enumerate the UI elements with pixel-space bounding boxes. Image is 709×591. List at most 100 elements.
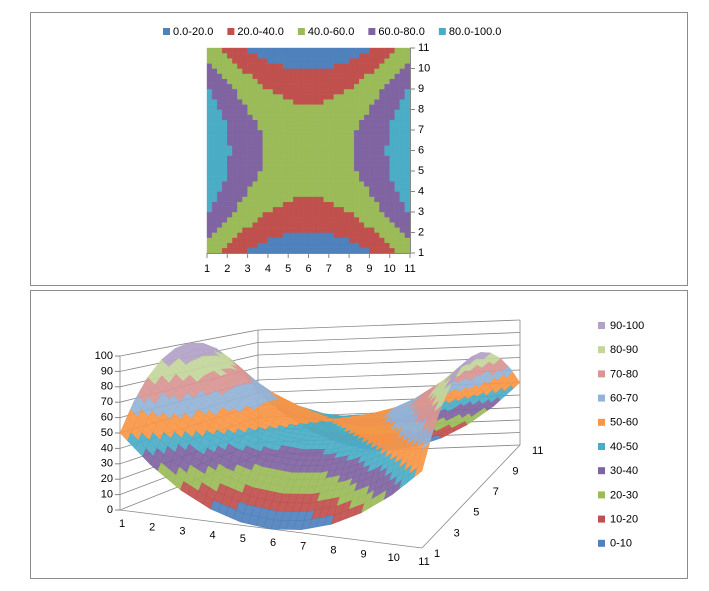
contour-cell (247, 47, 253, 54)
contour-cell (338, 73, 345, 80)
contour-cell (384, 114, 390, 121)
contour-cell (364, 109, 370, 115)
contour-cell (247, 52, 253, 59)
contour-cell (379, 124, 385, 131)
contour-cell (242, 165, 248, 172)
contour-cell (288, 227, 294, 233)
contour-cell (359, 119, 365, 126)
contour-cell (232, 119, 238, 126)
contour-cell (399, 237, 406, 244)
contour-cell (221, 134, 228, 141)
contour-cell (221, 145, 228, 151)
contour-cell (404, 119, 411, 126)
contour-cell (313, 58, 319, 64)
contour-cell (308, 196, 314, 203)
contour-cell (267, 140, 274, 146)
contour-cell (348, 242, 355, 249)
contour-cell (318, 211, 324, 218)
contour-cell (343, 191, 350, 197)
contour-cell (288, 99, 294, 105)
contour-cell (252, 73, 258, 80)
contour-cell (318, 242, 324, 249)
contour-cell (374, 227, 380, 233)
contour-cell (221, 68, 228, 74)
contour-cell (221, 211, 228, 218)
contour-cell (303, 186, 309, 192)
contour-cell (211, 83, 218, 90)
contour-cell (242, 191, 248, 197)
contour-cell (262, 222, 269, 228)
contour-cell (394, 109, 401, 115)
contour-cell (272, 58, 279, 64)
contour-cell (399, 155, 406, 162)
contour-cell (338, 160, 345, 167)
contour-cell (359, 58, 365, 64)
contour-cell (394, 58, 401, 64)
contour-cell (348, 216, 355, 223)
contour-cell (399, 99, 406, 105)
contour-cell (206, 140, 213, 146)
contour-cell (288, 155, 294, 162)
contour-cell (348, 145, 355, 151)
contour-cell (211, 93, 218, 100)
contour-cell (232, 237, 238, 244)
contour-cell (374, 104, 380, 110)
contour-cell (384, 78, 390, 85)
contour-cell (333, 201, 340, 208)
contour-cell (293, 181, 299, 187)
contour-cell (359, 47, 365, 54)
contour-cell (221, 196, 228, 203)
contour-cell (303, 47, 309, 54)
contour-cell (221, 175, 228, 182)
contour-cell (257, 124, 263, 131)
contour-cell (384, 93, 390, 100)
contour-cell (333, 119, 340, 126)
contour-cell (247, 211, 253, 218)
contour-cell (303, 99, 309, 105)
contour-cell (379, 52, 385, 59)
contour-cell (227, 68, 233, 74)
contour-cell (359, 109, 365, 115)
contour-cell (333, 145, 340, 151)
contour-cell (288, 206, 294, 213)
contour-cell (288, 191, 294, 197)
contour-cell (282, 155, 289, 162)
contour-cell (247, 196, 253, 203)
contour-cell (247, 227, 253, 233)
contour-cell (323, 155, 329, 162)
contour-cell (206, 99, 213, 105)
contour-cell (252, 216, 258, 223)
contour-cell (242, 160, 248, 167)
contour-cell (293, 63, 299, 69)
contour-cell (354, 129, 360, 136)
contour-cell (338, 63, 345, 69)
contour-cell (394, 165, 401, 172)
contour-cell (206, 58, 213, 64)
contour-cell (404, 52, 411, 59)
contour-cell (374, 175, 380, 182)
contour-cell (288, 119, 294, 126)
contour-cell (318, 227, 324, 233)
contour-cell (257, 52, 263, 59)
contour-cell (379, 83, 385, 90)
contour-cell (288, 247, 294, 254)
contour-cell (247, 124, 253, 131)
contour-cell (348, 104, 355, 110)
contour-cell (359, 73, 365, 80)
contour-cell (389, 140, 395, 146)
contour-cell (354, 232, 360, 238)
contour-cell (252, 52, 258, 59)
contour-cell (404, 134, 411, 141)
contour-cell (247, 155, 253, 162)
contour-cell (318, 150, 324, 156)
contour-cell (354, 216, 360, 223)
contour-cell (374, 134, 380, 141)
contour-cell (267, 181, 274, 187)
contour-cell (211, 170, 218, 177)
contour-cell (343, 93, 350, 100)
contour-cell (364, 104, 370, 110)
contour-cell (262, 88, 269, 95)
contour-cell (211, 88, 218, 95)
contour-cell (338, 99, 345, 105)
contour-cell (379, 201, 385, 208)
